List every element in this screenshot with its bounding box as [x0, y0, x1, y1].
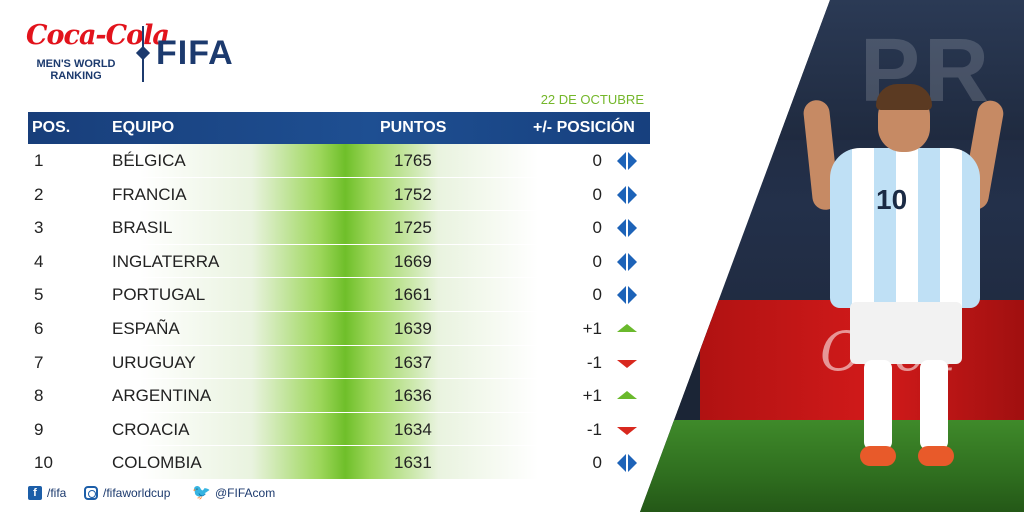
row-team: ARGENTINA [112, 386, 212, 406]
row-change: 0 [592, 184, 602, 204]
header-change: +/- POSICIÓN [533, 119, 635, 136]
row-position: 6 [34, 318, 44, 338]
table-row: 7 URUGUAY 1637 -1 [28, 345, 650, 380]
row-team: ESPAÑA [112, 318, 180, 338]
row-change: 0 [592, 151, 602, 170]
row-points: 1631 [394, 453, 432, 473]
row-position: 5 [34, 285, 44, 305]
triangle-up-icon [616, 320, 638, 338]
ranking-table: POS. EQUIPO PUNTOS +/- POSICIÓN 1 BÉLGIC… [28, 112, 650, 480]
row-position: 7 [34, 352, 44, 372]
up-down-arrows-icon [616, 185, 638, 204]
row-change: 0 [592, 453, 602, 473]
table-row: 5 PORTUGAL 1661 0 [28, 278, 650, 312]
row-position: 3 [34, 218, 44, 238]
row-points: 1634 [394, 419, 432, 439]
row-position: 1 [34, 151, 44, 170]
header-team: EQUIPO [112, 119, 175, 136]
row-change: +1 [582, 386, 602, 406]
row-team: INGLATERRA [112, 251, 220, 271]
row-change: +1 [582, 318, 602, 338]
triangle-down-icon [616, 354, 638, 372]
coca-cola-logo: Coca-Cola [26, 20, 170, 51]
row-points: 1637 [394, 352, 432, 372]
row-position: 4 [34, 251, 44, 271]
fifa-logo: FIFA [156, 34, 234, 72]
row-position: 10 [34, 453, 53, 473]
triangle-up-icon [616, 387, 638, 405]
instagram-icon [84, 486, 98, 500]
row-points: 1765 [394, 151, 432, 170]
up-down-arrows-icon [616, 219, 638, 238]
row-points: 1725 [394, 218, 432, 238]
row-team: COLOMBIA [112, 453, 202, 473]
row-points: 1661 [394, 285, 432, 305]
facebook-link[interactable]: f /fifa [28, 486, 66, 500]
player-photo: PR OR Coca 10 [640, 0, 1024, 512]
twitter-icon: 🐦 [192, 484, 211, 501]
facebook-icon: f [28, 486, 42, 500]
table-row: 1 BÉLGICA 1765 0 [28, 144, 650, 178]
row-change: -1 [586, 352, 602, 372]
row-points: 1752 [394, 184, 432, 204]
up-down-arrows-icon [616, 252, 638, 271]
row-team: BRASIL [112, 218, 173, 238]
row-team: FRANCIA [112, 184, 187, 204]
twitter-handle: @FIFAcom [215, 486, 276, 500]
up-down-arrows-icon [616, 286, 638, 305]
triangle-down-icon [616, 421, 638, 439]
player-figure: 10 [790, 80, 1006, 480]
ranking-date: 22 DE OCTUBRE [540, 92, 644, 107]
row-change: 0 [592, 218, 602, 238]
table-header: POS. EQUIPO PUNTOS +/- POSICIÓN [28, 112, 650, 144]
table-row: 2 FRANCIA 1752 0 [28, 177, 650, 212]
row-position: 2 [34, 184, 44, 204]
row-change: -1 [586, 419, 602, 439]
row-change: 0 [592, 285, 602, 305]
row-change: 0 [592, 251, 602, 271]
up-down-arrows-icon [616, 454, 638, 473]
header-logo: Coca-Cola MEN'S WORLD RANKING FIFA [26, 20, 266, 90]
table-row: 6 ESPAÑA 1639 +1 [28, 311, 650, 346]
table-row: 10 COLOMBIA 1631 0 [28, 446, 650, 480]
instagram-handle: /fifaworldcup [103, 486, 171, 500]
twitter-link[interactable]: 🐦 @FIFAcom [192, 484, 276, 501]
row-position: 9 [34, 419, 44, 439]
ranking-label: MEN'S WORLD RANKING [36, 58, 116, 82]
row-team: CROACIA [112, 419, 190, 439]
table-row: 4 INGLATERRA 1669 0 [28, 244, 650, 279]
facebook-handle: /fifa [47, 486, 67, 500]
row-team: URUGUAY [112, 352, 196, 372]
instagram-link[interactable]: /fifaworldcup [84, 486, 170, 500]
header-pos: POS. [32, 119, 71, 136]
row-points: 1639 [394, 318, 432, 338]
up-down-arrows-icon [616, 152, 638, 170]
header-points: PUNTOS [380, 119, 447, 136]
row-team: BÉLGICA [112, 151, 186, 170]
row-position: 8 [34, 386, 44, 406]
pitch-grass [640, 420, 1024, 512]
row-team: PORTUGAL [112, 285, 206, 305]
row-points: 1669 [394, 251, 432, 271]
row-points: 1636 [394, 386, 432, 406]
table-row: 8 ARGENTINA 1636 +1 [28, 379, 650, 413]
table-row: 3 BRASIL 1725 0 [28, 211, 650, 245]
table-row: 9 CROACIA 1634 -1 [28, 412, 650, 447]
